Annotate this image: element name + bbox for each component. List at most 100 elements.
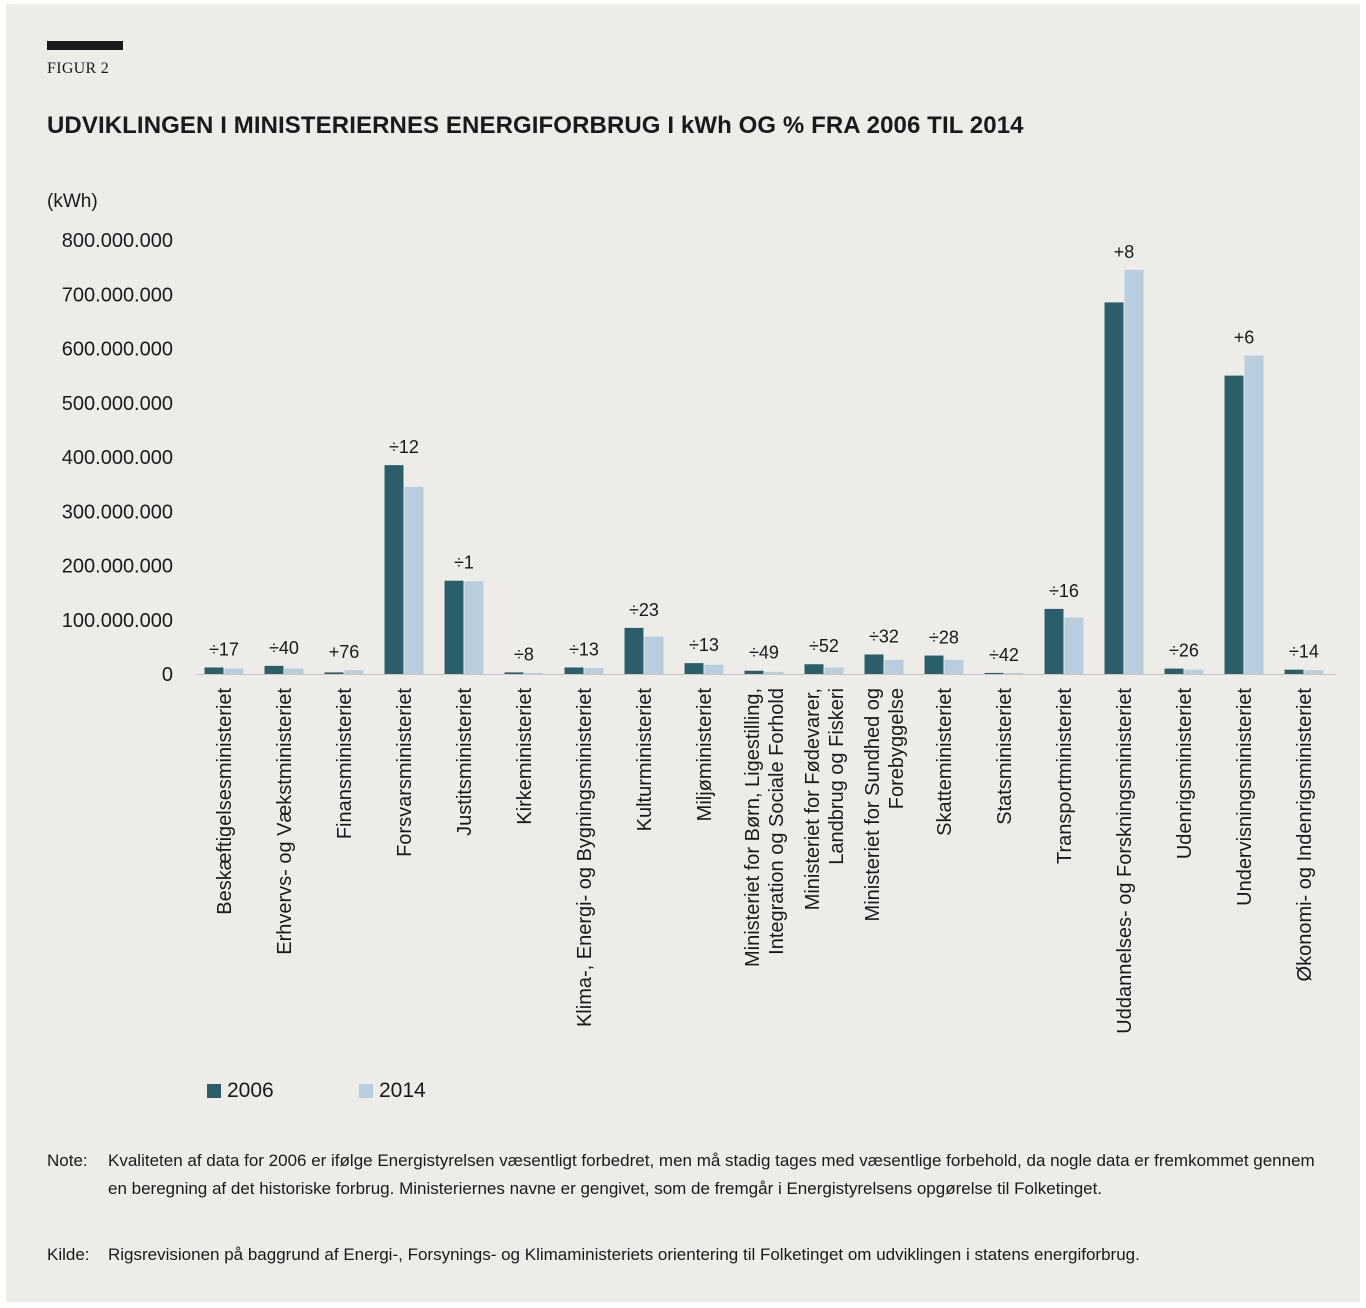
bar-2006 [384, 465, 404, 674]
source-text: Rigsrevisionen på baggrund af Energi-, F… [108, 1245, 1140, 1264]
chart-title: UDVIKLINGEN I MINISTERIERNES ENERGIFORBR… [47, 112, 1024, 139]
change-label: ÷17 [209, 639, 239, 659]
bar-2006 [504, 672, 524, 674]
x-tick-label: Statsministeriet [994, 688, 1016, 825]
change-label: ÷14 [1289, 642, 1319, 662]
x-tick-label: Økonomi- og Indenrigsministeriet [1294, 688, 1316, 982]
bar-2006 [444, 580, 464, 674]
bar-2014 [704, 664, 724, 674]
legend-item-2006: 2006 [207, 1079, 274, 1103]
x-tick-label: Beskæftigelsesministeriet [214, 688, 236, 915]
y-tick-label: 200.000.000 [62, 556, 173, 578]
change-label: ÷12 [389, 437, 419, 457]
bar-2014 [1184, 669, 1204, 674]
bar-2014 [824, 667, 844, 674]
bar-2014 [524, 672, 544, 674]
change-label: ÷42 [989, 645, 1019, 665]
change-label: ÷26 [1169, 641, 1199, 661]
y-axis-label: (kWh) [47, 191, 98, 212]
x-tick-label: Forebyggelse [886, 688, 908, 809]
x-tick-label: Klima-, Energi- og Bygningsministeriet [574, 688, 596, 1027]
bar-2014 [1064, 617, 1084, 674]
bar-2014 [284, 668, 304, 674]
bar-2006 [1164, 668, 1184, 674]
legend-item-2014: 2014 [359, 1079, 426, 1103]
bar-2014 [944, 659, 964, 674]
y-tick-label: 300.000.000 [62, 501, 173, 523]
x-tick-label: Forsvarsministeriet [394, 688, 416, 857]
x-tick-label: Integration og Sociale Forhold [766, 688, 788, 955]
bar-2014 [1124, 269, 1144, 674]
change-label: +76 [329, 642, 360, 662]
x-tick-label: Udenrigsministeriet [1174, 688, 1196, 860]
x-tick-label: Finansministeriet [334, 688, 356, 840]
change-label: ÷13 [569, 639, 599, 659]
change-label: ÷8 [514, 644, 534, 664]
x-tick-label: Ministeriet for Sundhed og [862, 688, 884, 921]
x-tick-label: Ministeriet for Fødevarer, [802, 688, 824, 910]
bar-2006 [924, 655, 944, 674]
change-label: ÷23 [629, 600, 659, 620]
x-tick-label: Kirkeministeriet [514, 688, 536, 825]
y-tick-label: 400.000.000 [62, 447, 173, 469]
bar-2006 [804, 664, 824, 674]
x-tick-label: Miljøministeriet [694, 688, 716, 822]
bar-2014 [404, 486, 424, 674]
x-tick-label: Undervisningsministeriet [1234, 688, 1256, 906]
bar-2006 [1104, 302, 1124, 674]
x-tick-label: Skatteministeriet [934, 688, 956, 836]
change-label: ÷13 [689, 635, 719, 655]
figure-accent-bar [47, 41, 123, 50]
change-label: ÷16 [1049, 581, 1079, 601]
bar-2014 [1004, 673, 1024, 674]
bar-2006 [1284, 669, 1304, 674]
bar-2014 [1244, 355, 1264, 674]
bar-2006 [204, 667, 224, 674]
legend-swatch [359, 1084, 373, 1098]
bar-chart: (kWh) 0 100.000.000 200.000.000 300.000.000 4… [47, 191, 1336, 1034]
x-tick-label: Justitsministeriet [454, 688, 476, 836]
x-tick-label: Landbrug og Fiskeri [826, 688, 848, 865]
bar-2006 [984, 672, 1004, 674]
y-tick-label: 700.000.000 [62, 284, 173, 306]
bar-2014 [1304, 670, 1324, 674]
x-tick-label: Transportministeriet [1054, 688, 1076, 864]
change-label: ÷28 [929, 628, 959, 648]
legend-label: 2006 [227, 1079, 274, 1102]
change-label: ÷52 [809, 636, 839, 656]
note-block: Note: Kvaliteten af data for 2006 er ifø… [47, 1147, 1337, 1231]
bar-2006 [324, 672, 344, 674]
legend-label: 2014 [379, 1079, 426, 1102]
bar-2006 [1044, 608, 1064, 674]
x-tick-label: Kulturministeriet [634, 688, 656, 832]
legend-swatch [207, 1084, 221, 1098]
source-block: Kilde: Rigsrevisionen på baggrund af Ene… [47, 1241, 1337, 1269]
bar-2006 [564, 667, 584, 674]
y-tick-label: 500.000.000 [62, 393, 173, 415]
bar-2006 [684, 663, 704, 674]
bar-2014 [884, 659, 904, 674]
source-label: Kilde: [47, 1245, 90, 1264]
note-label: Note: [47, 1151, 88, 1170]
y-tick-label: 800.000.000 [62, 230, 173, 252]
x-tick-label: Erhvervs- og Vækstministeriet [274, 688, 296, 955]
bar-2014 [584, 668, 604, 674]
bar-2006 [744, 670, 764, 674]
bar-2006 [264, 665, 284, 674]
change-label: +6 [1234, 328, 1255, 348]
change-label: ÷1 [454, 553, 474, 573]
x-tick-label: Uddannelses- og Forskningsministeriet [1114, 688, 1136, 1034]
bar-2014 [464, 581, 484, 674]
change-label: ÷49 [749, 643, 779, 663]
change-label: ÷32 [869, 626, 899, 646]
y-tick-label: 0 [162, 664, 173, 686]
note-text: Kvaliteten af data for 2006 er ifølge En… [108, 1151, 1315, 1198]
y-tick-label: 100.000.000 [62, 610, 173, 632]
change-label: ÷40 [269, 638, 299, 658]
figure-label: FIGUR 2 [47, 60, 110, 77]
bar-2006 [864, 654, 884, 674]
bar-2006 [1224, 375, 1244, 674]
x-tick-label: Ministeriet for Børn, Ligestilling, [742, 688, 764, 967]
bar-2014 [644, 636, 664, 674]
bar-2014 [224, 668, 244, 674]
